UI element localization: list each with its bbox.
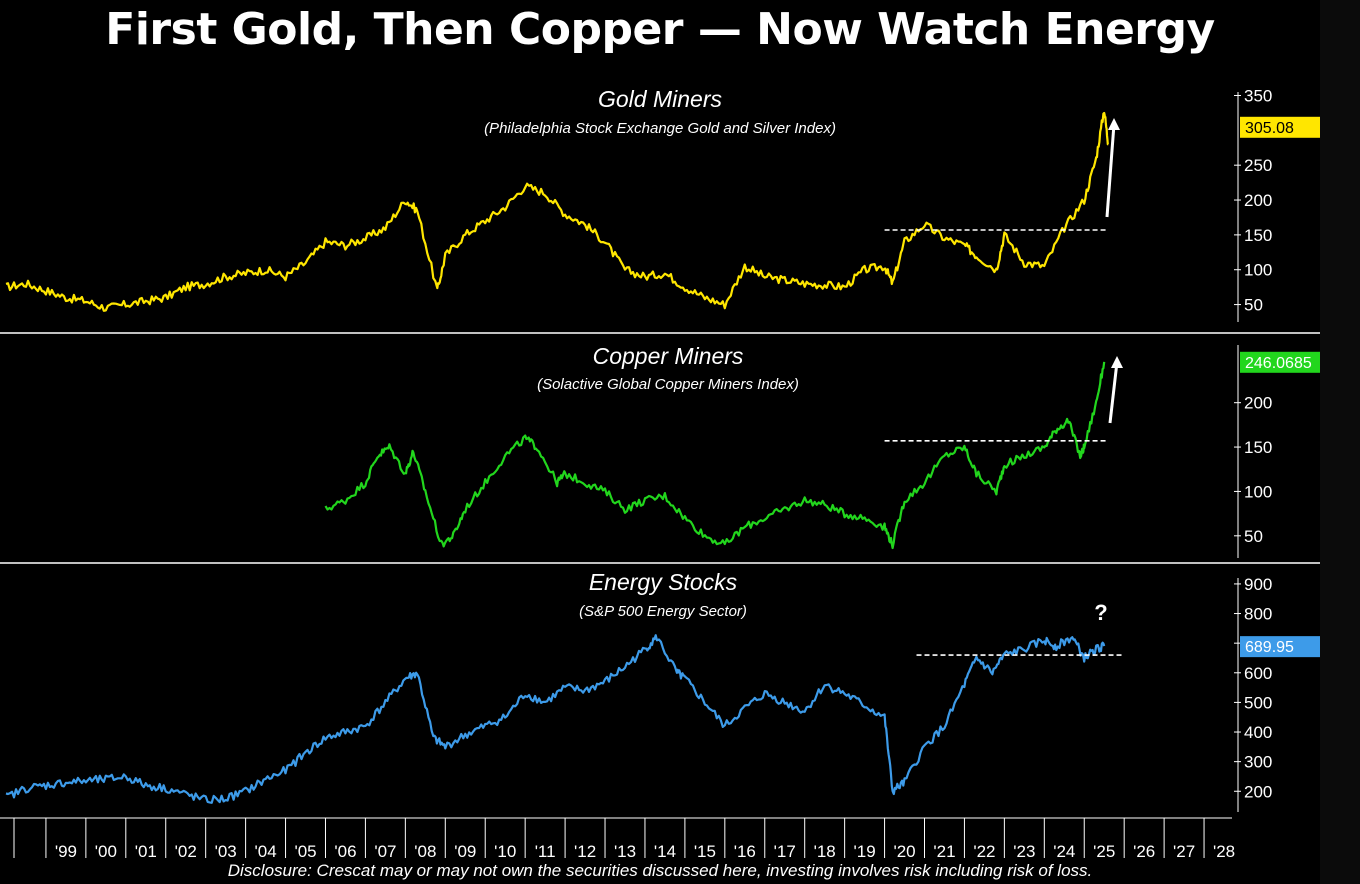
- x-tick-label: '08: [414, 842, 436, 861]
- gold-y-tick-label: 250: [1244, 156, 1272, 175]
- x-tick-label: '07: [374, 842, 396, 861]
- x-tick-label: '13: [614, 842, 636, 861]
- energy-question-mark: ?: [1094, 600, 1107, 625]
- x-tick-label: '26: [1133, 842, 1155, 861]
- x-tick-label: '10: [494, 842, 516, 861]
- x-tick-label: '21: [933, 842, 955, 861]
- x-tick-label: '20: [893, 842, 915, 861]
- x-tick-label: '00: [95, 842, 117, 861]
- disclosure-text: Disclosure: Crescat may or may not own t…: [227, 861, 1093, 880]
- copper-panel-subtitle: (Solactive Global Copper Miners Index): [537, 376, 799, 393]
- gold-up-arrow: [1105, 123, 1116, 218]
- gold-y-tick-label: 150: [1244, 226, 1272, 245]
- copper-last-value-label: 246.0685: [1245, 355, 1312, 372]
- x-tick-label: '27: [1173, 842, 1195, 861]
- x-tick-label: '12: [574, 842, 596, 861]
- copper-up-arrow-head: [1111, 356, 1123, 368]
- page-title: First Gold, Then Copper — Now Watch Ener…: [105, 4, 1215, 55]
- energy-panel-title: Energy Stocks: [588, 569, 738, 595]
- x-tick-label: '24: [1053, 842, 1075, 861]
- x-tick-label: '01: [135, 842, 157, 861]
- gold-series-line: [5, 111, 1109, 312]
- x-tick-label: '09: [454, 842, 476, 861]
- x-tick-label: '19: [854, 842, 876, 861]
- copper-y-tick-label: 200: [1244, 394, 1272, 413]
- copper-series-line: [324, 361, 1106, 550]
- gold-last-value-badge: [1240, 116, 1320, 138]
- x-tick-label: '17: [774, 842, 796, 861]
- x-tick-label: '04: [255, 842, 277, 861]
- x-tick-label: '99: [55, 842, 77, 861]
- x-tick-label: '16: [734, 842, 756, 861]
- energy-y-tick-label: 400: [1244, 723, 1272, 742]
- energy-y-tick-label: 500: [1244, 693, 1272, 712]
- energy-panel-subtitle: (S&P 500 Energy Sector): [579, 603, 747, 620]
- copper-y-tick-label: 150: [1244, 438, 1272, 457]
- right-gutter: [1320, 0, 1360, 884]
- gold-y-tick-label: 200: [1244, 191, 1272, 210]
- copper-up-arrow: [1108, 361, 1119, 424]
- energy-series-line: [5, 634, 1106, 804]
- energy-y-tick-label: 200: [1244, 782, 1272, 801]
- x-tick-label: '28: [1213, 842, 1235, 861]
- x-tick-label: '02: [175, 842, 197, 861]
- x-tick-label: '25: [1093, 842, 1115, 861]
- chart-canvas: 50 100 150 200 250 350 305.08 50 100 150 200 246.06…: [0, 86, 1320, 861]
- energy-y-tick-label: 600: [1244, 664, 1272, 683]
- gold-y-tick-label: 100: [1244, 261, 1272, 280]
- copper-y-tick-label: 50: [1244, 527, 1263, 546]
- x-tick-label: '05: [294, 842, 316, 861]
- gold-y-tick-label: 50: [1244, 296, 1263, 315]
- gold-y-tick-label: 350: [1244, 86, 1272, 105]
- gold-last-value-label: 305.08: [1245, 120, 1294, 137]
- energy-last-value-badge: [1240, 636, 1320, 658]
- x-tick-label: '23: [1013, 842, 1035, 861]
- x-tick-label: '22: [973, 842, 995, 861]
- copper-last-value-badge: [1240, 351, 1320, 373]
- energy-y-tick-label: 300: [1244, 753, 1272, 772]
- copper-y-tick-label: 100: [1244, 482, 1272, 501]
- gold-panel-title: Gold Miners: [598, 86, 722, 112]
- x-tick-label: '06: [334, 842, 356, 861]
- energy-y-tick-label: 900: [1244, 575, 1272, 594]
- energy-last-value-label: 689.95: [1245, 639, 1294, 656]
- gold-up-arrow-head: [1108, 118, 1120, 130]
- copper-panel-title: Copper Miners: [592, 343, 744, 369]
- x-tick-label: '18: [814, 842, 836, 861]
- x-tick-label: '15: [694, 842, 716, 861]
- x-tick-label: '03: [215, 842, 237, 861]
- x-tick-label: '14: [654, 842, 676, 861]
- x-tick-label: '11: [535, 842, 556, 861]
- gold-panel-subtitle: (Philadelphia Stock Exchange Gold and Si…: [484, 120, 836, 137]
- energy-y-tick-label: 800: [1244, 605, 1272, 624]
